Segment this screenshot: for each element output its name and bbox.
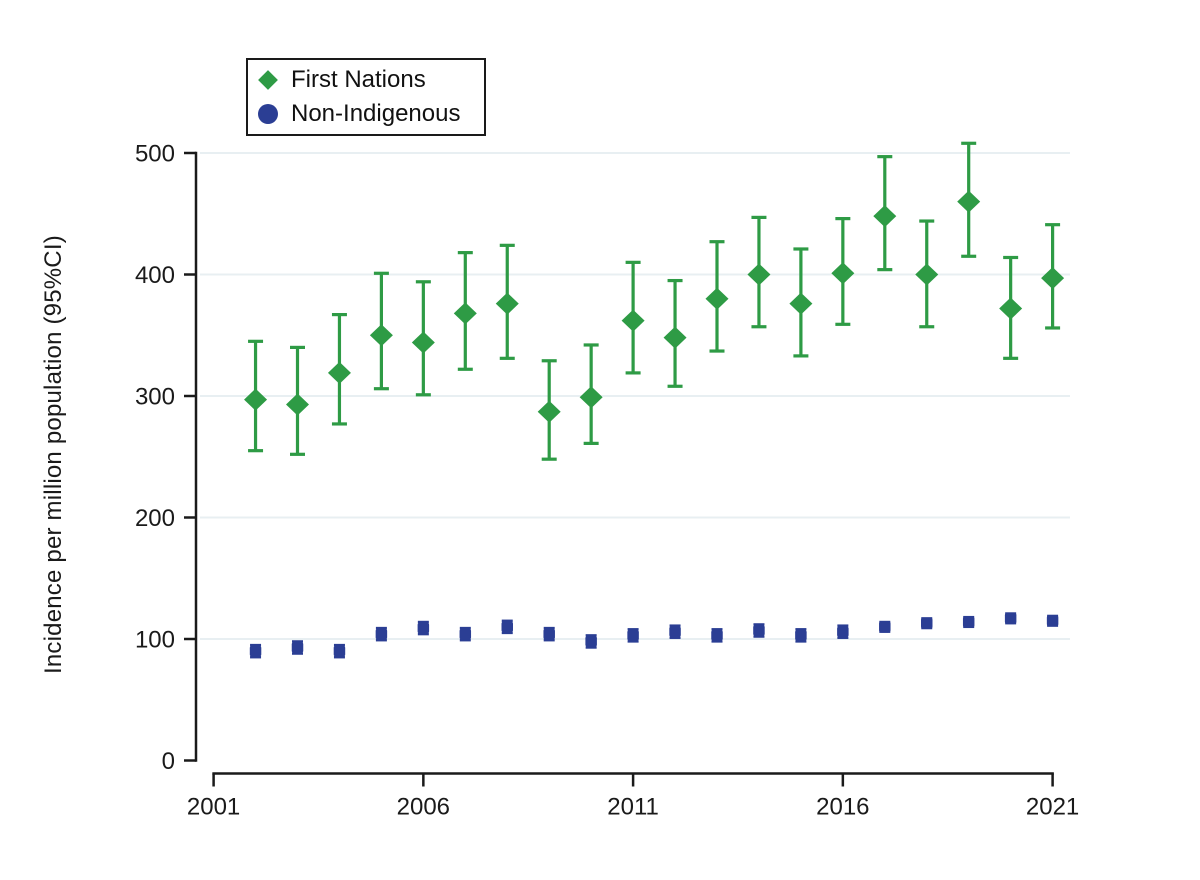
data-point: [873, 205, 897, 228]
diamond-icon: [258, 70, 278, 90]
data-point: [579, 386, 603, 409]
legend-label: First Nations: [291, 66, 426, 93]
data-point: [453, 302, 477, 325]
y-tick-label: 0: [162, 748, 175, 775]
x-tick-label: 2001: [187, 794, 240, 821]
data-point: [411, 331, 435, 354]
y-axis-title: Incidence per million population (95%CI): [40, 235, 67, 675]
data-point: [711, 629, 723, 642]
data-point: [333, 645, 346, 657]
series-first-nations: [244, 141, 1065, 461]
series-non-indigenous: [249, 612, 1059, 659]
y-tick-label: 100: [135, 626, 175, 653]
data-point: [327, 361, 351, 384]
data-point: [621, 309, 645, 332]
data-point: [459, 628, 472, 640]
x-tick-label: 2021: [1026, 794, 1079, 821]
data-point: [879, 621, 891, 633]
y-tick-label: 300: [135, 383, 175, 410]
legend-item-first-nations: First Nations: [258, 63, 460, 97]
y-tick-label: 200: [135, 505, 175, 532]
x-tick-label: 2006: [397, 794, 450, 821]
data-point: [543, 628, 555, 640]
legend-label: Non-Indigenous: [291, 100, 461, 127]
y-tick-label: 500: [135, 140, 175, 167]
x-tick-label: 2011: [607, 794, 659, 821]
data-point: [663, 326, 687, 349]
data-point: [669, 625, 681, 638]
y-tick-label: 400: [135, 262, 175, 289]
data-point: [753, 624, 765, 637]
data-point: [957, 190, 981, 213]
data-point: [837, 625, 849, 638]
data-point: [705, 287, 729, 310]
data-point: [537, 400, 561, 423]
data-point: [1046, 615, 1059, 627]
legend: First Nations Non-Indigenous: [246, 58, 487, 136]
data-point: [375, 628, 388, 640]
data-point: [915, 263, 939, 286]
circle-icon: [258, 104, 278, 124]
data-point: [627, 629, 639, 642]
data-point: [585, 635, 597, 648]
data-point: [1004, 612, 1017, 625]
data-point: [244, 388, 268, 411]
legend-item-non-indigenous: Non-Indigenous: [258, 97, 460, 131]
data-point: [495, 292, 519, 315]
data-point: [1041, 267, 1065, 290]
data-point: [249, 645, 262, 657]
data-point: [417, 622, 430, 634]
x-tick-label: 2016: [816, 794, 869, 821]
data-point: [795, 629, 807, 642]
data-point: [789, 292, 813, 315]
data-point: [501, 621, 513, 633]
data-point: [831, 262, 855, 285]
data-point: [747, 263, 771, 286]
data-point: [369, 324, 393, 347]
data-point: [999, 297, 1023, 320]
data-point: [962, 616, 975, 628]
data-point: [286, 393, 309, 416]
data-point: [921, 617, 933, 629]
data-point: [291, 641, 304, 654]
